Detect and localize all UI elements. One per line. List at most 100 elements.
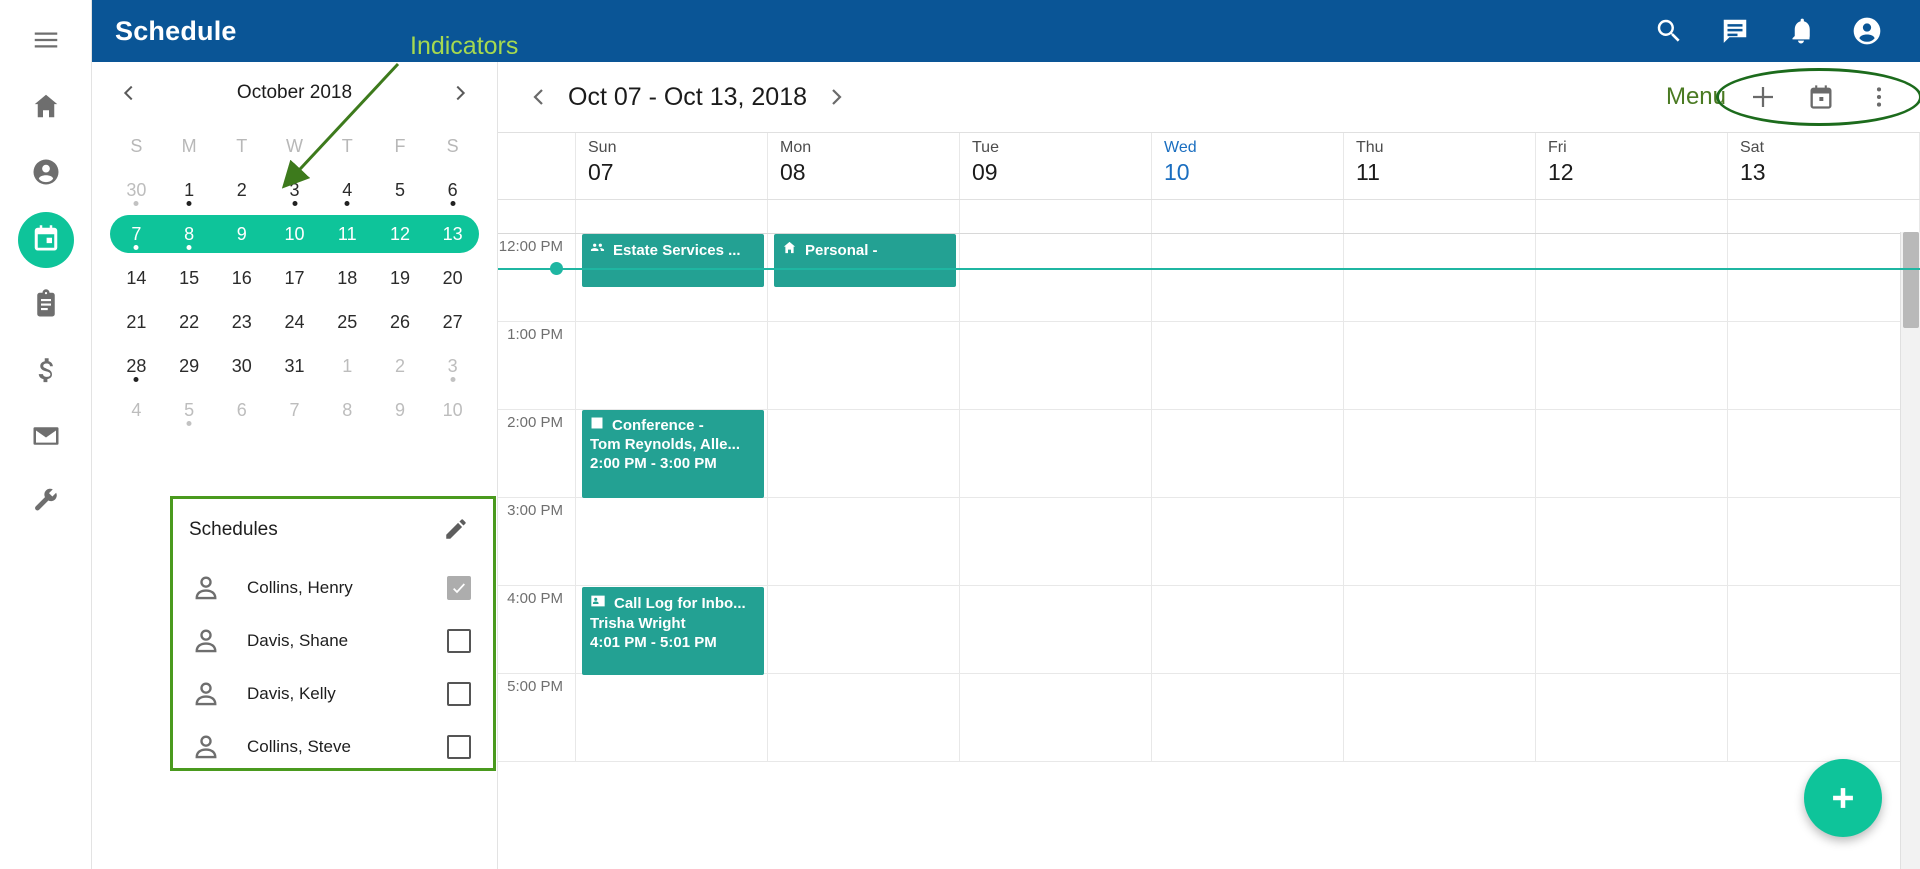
- all-day-cell[interactable]: [1728, 200, 1920, 233]
- calendar-view-icon[interactable]: [1802, 78, 1840, 116]
- week-prev-button[interactable]: [522, 80, 556, 114]
- mini-calendar-day[interactable]: 29: [163, 344, 216, 388]
- mini-calendar-week-row[interactable]: 21 22 23 24 25 26 27: [110, 300, 479, 344]
- mini-calendar-week-row-selected[interactable]: 7 8 9 10 11 12 13: [110, 212, 479, 256]
- mini-calendar-day[interactable]: 2: [374, 344, 427, 388]
- mini-calendar-day[interactable]: 3: [426, 344, 479, 388]
- sidebar-item-tools[interactable]: [18, 476, 74, 532]
- mini-calendar-day[interactable]: 13: [426, 212, 479, 256]
- schedule-checkbox-checked[interactable]: [447, 575, 471, 600]
- mini-calendar-day[interactable]: 24: [268, 300, 321, 344]
- hour-cell[interactable]: [1536, 234, 1727, 322]
- day-header-mon[interactable]: Mon 08: [768, 133, 960, 199]
- time-grid-scroll[interactable]: 12:00 PM 1:00 PM 2:00 PM 3:00 PM 4:00 PM 5:00…: [498, 234, 1920, 869]
- hour-cell[interactable]: [960, 586, 1151, 674]
- pencil-icon[interactable]: [443, 516, 471, 544]
- more-vert-icon[interactable]: [1860, 78, 1898, 116]
- hour-cell[interactable]: [1728, 498, 1919, 586]
- calendar-event[interactable]: Conference - Tom Reynolds, Alle... 2:00 PM…: [582, 410, 764, 498]
- mini-calendar-day[interactable]: 21: [110, 300, 163, 344]
- mini-calendar-week-row[interactable]: 28 29 30 31 1 2 3: [110, 344, 479, 388]
- day-column-tue[interactable]: [960, 234, 1152, 762]
- mini-calendar-day[interactable]: 9: [215, 212, 268, 256]
- all-day-cell[interactable]: [960, 200, 1152, 233]
- hour-cell[interactable]: [1728, 674, 1919, 762]
- schedule-checkbox[interactable]: [447, 628, 471, 653]
- hour-cell[interactable]: [960, 674, 1151, 762]
- hour-cell[interactable]: [960, 410, 1151, 498]
- hour-cell[interactable]: [1152, 498, 1343, 586]
- all-day-cell[interactable]: [1536, 200, 1728, 233]
- schedule-person-row[interactable]: Davis, Kelly: [173, 667, 493, 720]
- day-column-thu[interactable]: [1344, 234, 1536, 762]
- mini-calendar-week-row[interactable]: 30 1 2 3 4 5 6: [110, 168, 479, 212]
- hour-cell[interactable]: [768, 410, 959, 498]
- sidebar-item-mail[interactable]: [18, 410, 74, 466]
- vertical-scrollbar[interactable]: [1900, 232, 1920, 869]
- mini-calendar-day[interactable]: 26: [374, 300, 427, 344]
- hour-cell[interactable]: [576, 234, 767, 322]
- mini-calendar-day[interactable]: 5: [163, 388, 216, 432]
- calendar-event[interactable]: Call Log for Inbo... Trisha Wright 4:01 PM…: [582, 587, 764, 675]
- hour-cell[interactable]: [1344, 586, 1535, 674]
- sidebar-item-home[interactable]: [18, 80, 74, 136]
- hour-cell[interactable]: [1152, 322, 1343, 410]
- mini-calendar-day[interactable]: 7: [268, 388, 321, 432]
- mini-calendar-day[interactable]: 2: [215, 168, 268, 212]
- hour-cell[interactable]: [1344, 674, 1535, 762]
- day-column-fri[interactable]: [1536, 234, 1728, 762]
- mini-calendar-day[interactable]: 30: [215, 344, 268, 388]
- day-column-wed[interactable]: [1152, 234, 1344, 762]
- scrollbar-thumb[interactable]: [1903, 232, 1919, 328]
- mini-calendar-day[interactable]: 18: [321, 256, 374, 300]
- hour-cell[interactable]: [576, 322, 767, 410]
- day-header-sun[interactable]: Sun 07: [576, 133, 768, 199]
- hour-cell[interactable]: [576, 674, 767, 762]
- hour-cell[interactable]: [960, 498, 1151, 586]
- sidebar-item-contacts[interactable]: [18, 146, 74, 202]
- hour-cell[interactable]: [1344, 322, 1535, 410]
- hour-cell[interactable]: [1152, 674, 1343, 762]
- hour-cell[interactable]: [768, 498, 959, 586]
- hour-cell[interactable]: [960, 322, 1151, 410]
- all-day-cell[interactable]: [576, 200, 768, 233]
- mini-calendar-day[interactable]: 12: [374, 212, 427, 256]
- mini-calendar-day[interactable]: 16: [215, 256, 268, 300]
- mini-calendar-day[interactable]: 28: [110, 344, 163, 388]
- mini-calendar-day[interactable]: 17: [268, 256, 321, 300]
- account-icon[interactable]: [1850, 14, 1884, 48]
- hour-cell[interactable]: [1536, 674, 1727, 762]
- hour-cell[interactable]: [1152, 586, 1343, 674]
- mini-calendar-prev-button[interactable]: [114, 78, 144, 108]
- hour-cell[interactable]: [1344, 410, 1535, 498]
- create-appointment-fab[interactable]: [1804, 759, 1882, 837]
- hour-cell[interactable]: [1344, 498, 1535, 586]
- schedule-person-row[interactable]: Davis, Shane: [173, 614, 493, 667]
- mini-calendar-day[interactable]: 5: [374, 168, 427, 212]
- day-header-fri[interactable]: Fri 12: [1536, 133, 1728, 199]
- mini-calendar-day[interactable]: 10: [268, 212, 321, 256]
- hour-cell[interactable]: [768, 586, 959, 674]
- mini-calendar-day[interactable]: 8: [163, 212, 216, 256]
- calendar-event[interactable]: Personal -: [774, 234, 956, 287]
- mini-calendar-day[interactable]: 22: [163, 300, 216, 344]
- hour-cell[interactable]: [768, 234, 959, 322]
- mini-calendar-day[interactable]: 4: [321, 168, 374, 212]
- hour-cell[interactable]: [768, 322, 959, 410]
- hour-cell[interactable]: [1728, 322, 1919, 410]
- hour-cell[interactable]: [1536, 410, 1727, 498]
- hour-cell[interactable]: [1728, 410, 1919, 498]
- mini-calendar-day[interactable]: 6: [215, 388, 268, 432]
- day-column-mon[interactable]: Personal -: [768, 234, 960, 762]
- hour-cell[interactable]: [1728, 234, 1919, 322]
- chat-icon[interactable]: [1718, 14, 1752, 48]
- hour-cell[interactable]: [576, 498, 767, 586]
- hour-cell[interactable]: [1536, 586, 1727, 674]
- mini-calendar-day[interactable]: 9: [374, 388, 427, 432]
- day-column-sun[interactable]: Estate Services ... Conference - Tom Reyno…: [576, 234, 768, 762]
- hour-cell[interactable]: [768, 674, 959, 762]
- schedule-checkbox[interactable]: [447, 734, 471, 759]
- hour-cell[interactable]: [1728, 586, 1919, 674]
- mini-calendar-day[interactable]: 19: [374, 256, 427, 300]
- mini-calendar-day[interactable]: 25: [321, 300, 374, 344]
